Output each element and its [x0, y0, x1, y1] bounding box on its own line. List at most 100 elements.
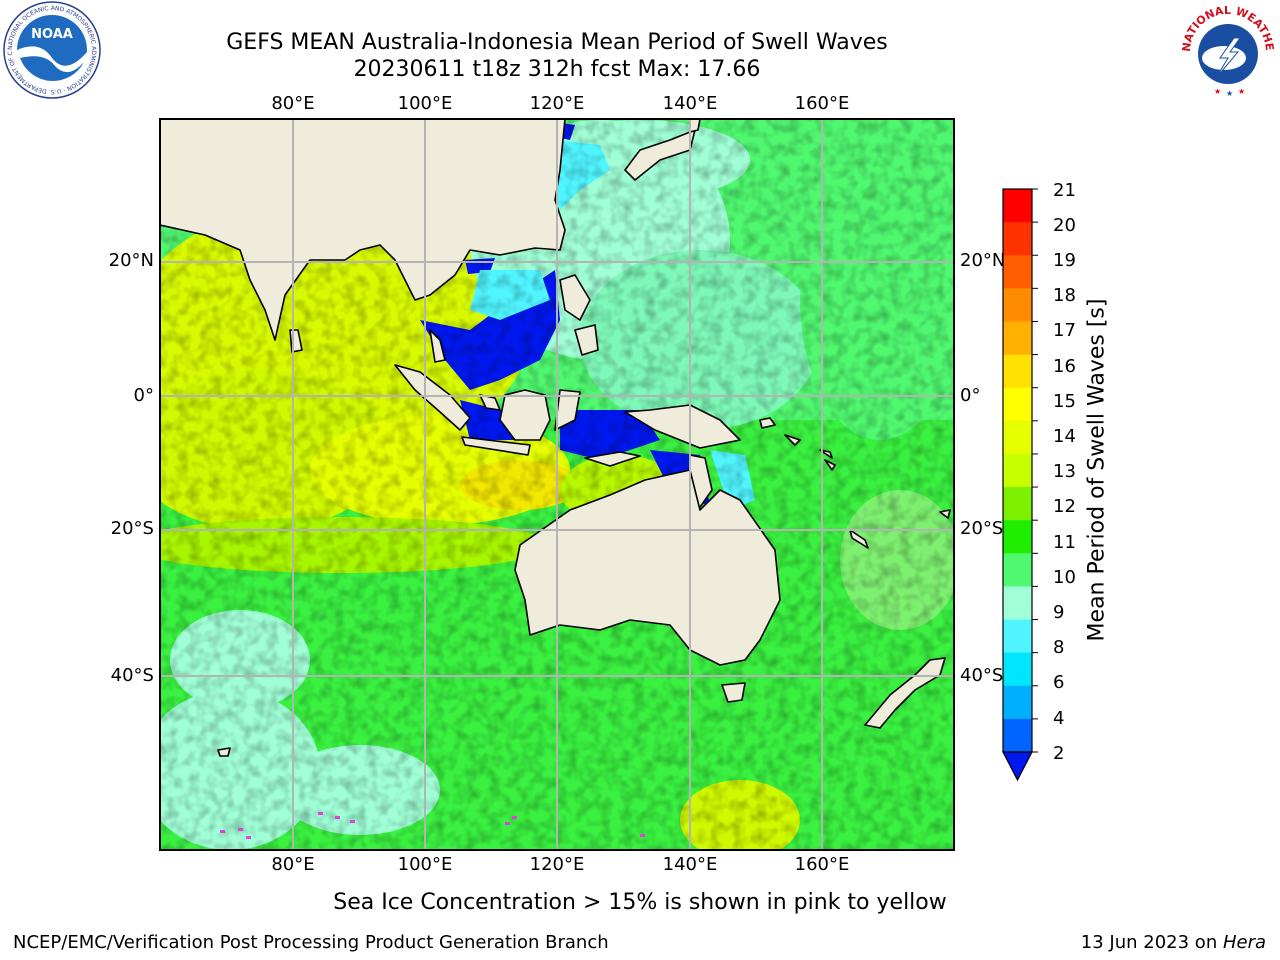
footer-date-text: 13 Jun 2023 on	[1080, 932, 1223, 953]
colorbar-swatch	[1003, 354, 1032, 389]
colorbar-swatch	[1003, 652, 1032, 687]
lon-label-bottom: 120°E	[529, 854, 585, 875]
svg-text:★: ★	[1238, 87, 1245, 96]
lon-label-bottom: 80°E	[271, 854, 315, 875]
land-shape	[784, 434, 801, 446]
chart-title: GEFS MEAN Australia-Indonesia Mean Perio…	[226, 30, 888, 55]
lon-label-top: 80°E	[271, 93, 315, 114]
land-masses	[160, 119, 951, 757]
sea-ice-speck	[640, 834, 645, 837]
colorbar-swatch	[1003, 321, 1032, 356]
noaa-logo: NATIONAL OCEANIC AND ATMOSPHERIC ADMINIS…	[0, 0, 101, 99]
sea-ice-speck	[220, 830, 225, 833]
land-shape	[429, 329, 446, 363]
lat-label-left: 0°	[133, 385, 154, 406]
lat-label-left: 40°S	[110, 665, 154, 686]
footer-credit: NCEP/EMC/Verification Post Processing Pr…	[13, 932, 609, 953]
land-shape	[624, 404, 741, 449]
colorbar-swatch	[1003, 387, 1032, 422]
land-shape	[759, 417, 776, 429]
land-shape	[939, 509, 951, 519]
lat-label-left: 20°N	[108, 250, 154, 271]
sea-ice-speck	[512, 816, 517, 819]
sea-ice-speck	[505, 822, 510, 825]
colorbar-swatch	[1003, 288, 1032, 323]
colorbar-tick-label: 4	[1053, 708, 1065, 729]
colorbar-tick-label: 13	[1053, 461, 1076, 482]
lon-label-bottom: 100°E	[397, 854, 453, 875]
sea-ice-speck	[246, 836, 251, 839]
land-shape	[461, 436, 531, 456]
colorbar-swatch	[1003, 553, 1032, 588]
land-shape	[584, 451, 641, 467]
sea-ice-speck	[335, 816, 340, 819]
lat-label-right: 40°S	[960, 665, 1004, 686]
colorbar	[1002, 188, 1038, 782]
colorbar-tick-label: 16	[1053, 356, 1076, 377]
colorbar-swatch	[1003, 255, 1032, 289]
map-frame	[159, 118, 955, 851]
colorbar-tick-label: 20	[1053, 215, 1076, 236]
lon-label-top: 140°E	[662, 93, 718, 114]
lon-label-top: 160°E	[794, 93, 850, 114]
colorbar-swatch	[1003, 586, 1032, 621]
lat-label-right: 20°N	[960, 250, 1006, 271]
colorbar-swatch	[1003, 487, 1032, 521]
footer-host: Hera	[1222, 932, 1266, 953]
colorbar-tick-label: 11	[1053, 532, 1076, 553]
chart-subtitle: 20230611 t18z 312h fcst Max: 17.66	[353, 57, 761, 82]
noaa-logo-text: NOAA	[31, 27, 73, 42]
footer-date: 13 Jun 2023 on Hera	[1081, 932, 1266, 953]
colorbar-swatch	[1003, 453, 1032, 488]
land-shape	[824, 459, 836, 471]
colorbar-frame	[1002, 188, 1033, 753]
colorbar-tick-label: 12	[1053, 496, 1076, 517]
colorbar-swatch	[1003, 189, 1032, 223]
colorbar-swatch	[1003, 685, 1032, 720]
colorbar-tick-label: 2	[1053, 743, 1065, 764]
land-shape	[499, 389, 551, 441]
colorbar-tick-label: 17	[1053, 320, 1076, 341]
sea-ice-speck	[238, 828, 243, 831]
colorbar-tick-label: 8	[1053, 637, 1065, 658]
svg-text:★: ★	[1214, 87, 1221, 96]
land-shape	[514, 469, 781, 666]
colorbar-swatch	[1003, 520, 1032, 554]
svg-text:★: ★	[1226, 89, 1233, 98]
colorbar-swatch	[1003, 222, 1032, 256]
sea-ice-caption: Sea Ice Concentration > 15% is shown in …	[333, 890, 947, 915]
lon-label-bottom: 140°E	[662, 854, 718, 875]
nws-logo: NATIONAL WEATHER SERVICE ★ ★ ★	[1176, 0, 1276, 99]
colorbar-tick-label: 9	[1053, 602, 1065, 623]
colorbar-swatch	[1003, 718, 1032, 753]
lon-label-bottom: 160°E	[794, 854, 850, 875]
land-shape	[849, 529, 869, 549]
lat-label-right: 20°S	[960, 518, 1004, 539]
colorbar-extend-triangle	[1002, 751, 1033, 782]
land-shape	[721, 682, 746, 703]
land-shape	[217, 747, 231, 757]
colorbar-label: Mean Period of Swell Waves [s]	[1084, 298, 1110, 642]
colorbar-tick-label: 15	[1053, 391, 1076, 412]
land-shape	[624, 129, 696, 181]
land-shape	[160, 119, 566, 341]
colorbar-tick-label: 14	[1053, 426, 1076, 447]
graticule	[160, 119, 954, 850]
colorbar-tick-label: 6	[1053, 672, 1065, 693]
lat-label-right: 0°	[960, 385, 981, 406]
colorbar-tick-label: 19	[1053, 250, 1076, 271]
lon-label-top: 100°E	[397, 93, 453, 114]
sea-ice-speck	[350, 820, 355, 823]
colorbar-tick-label: 21	[1053, 180, 1076, 201]
colorbar-swatch	[1003, 420, 1032, 455]
land-shape	[574, 324, 599, 356]
sea-ice-marks	[220, 812, 645, 839]
colorbar-swatch	[1003, 619, 1032, 654]
lat-label-left: 20°S	[110, 518, 154, 539]
lon-label-top: 120°E	[529, 93, 585, 114]
land-shape	[689, 119, 701, 133]
sea-ice-speck	[318, 812, 323, 815]
colorbar-tick-label: 10	[1053, 567, 1076, 588]
land-shape	[559, 274, 591, 321]
